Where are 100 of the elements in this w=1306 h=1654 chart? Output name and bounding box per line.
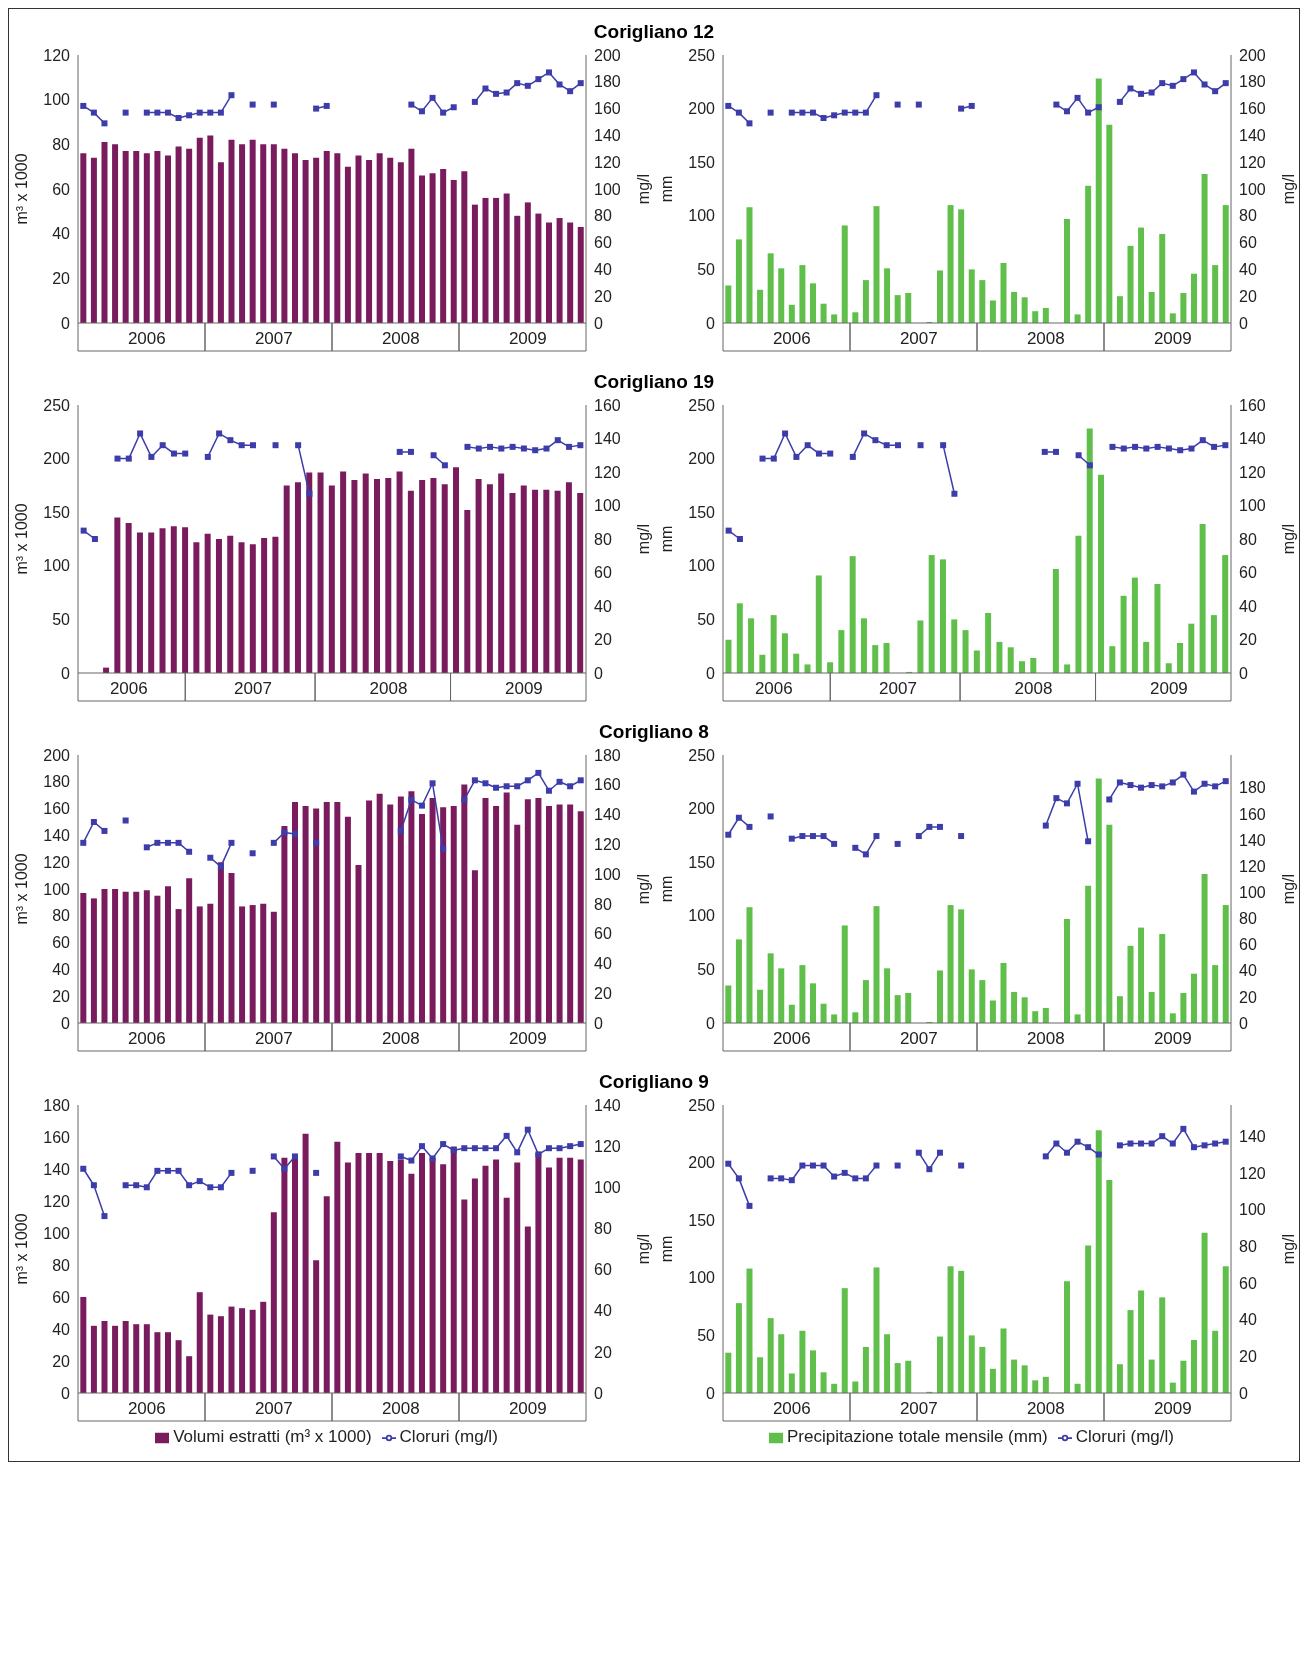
y-tick-label: 60 (51, 180, 70, 198)
text: Corigliano 9 (598, 1071, 710, 1093)
y2-tick-label: 60 (1238, 234, 1257, 252)
y2-axis-title: mg/l (1279, 173, 1297, 205)
y2-tick-label: 60 (593, 564, 612, 582)
y-axis-title: m³ x 1000 (12, 503, 30, 575)
y-tick-label: 0 (705, 314, 715, 332)
y-tick-label: 50 (696, 961, 715, 979)
y2-tick-label: 160 (1238, 805, 1266, 823)
y2-tick-label: 20 (1238, 988, 1257, 1006)
y2-tick-label: 100 (593, 865, 621, 883)
y-tick-label: 80 (51, 136, 70, 154)
y-tick-label: 180 (42, 773, 70, 791)
y-tick-label: 250 (687, 1096, 715, 1114)
legend-label: Volumi estratti (m³ x 1000) (173, 1427, 372, 1446)
y-tick-label: 150 (687, 503, 715, 521)
y2-tick-label: 40 (593, 955, 612, 973)
y2-tick-label: 120 (1238, 1164, 1266, 1182)
x-tick-label: 2006 (127, 329, 166, 348)
y2-tick-label: 180 (1238, 73, 1266, 91)
x-tick-label: 2008 (1026, 1399, 1065, 1418)
y2-tick-label: 40 (1238, 1311, 1257, 1329)
y2-tick-label: 120 (593, 153, 621, 171)
y2-axis-title: mg/l (1279, 873, 1297, 905)
y2-tick-label: 180 (593, 746, 621, 764)
y-tick-label: 200 (687, 800, 715, 818)
y2-tick-label: 60 (1238, 1274, 1257, 1292)
y-tick-label: 200 (687, 100, 715, 118)
y2-tick-label: 100 (1238, 497, 1266, 515)
y2-tick-label: 100 (1238, 883, 1266, 901)
y-tick-label: 150 (42, 503, 70, 521)
y-tick-label: 100 (687, 1269, 715, 1287)
x-tick-label: 2008 (1026, 1029, 1065, 1048)
y2-tick-label: 160 (593, 776, 621, 794)
x-tick-label: 2009 (1153, 1399, 1192, 1418)
y2-tick-label: 200 (1238, 46, 1266, 64)
y2-tick-label: 160 (1238, 100, 1266, 118)
y-tick-label: 150 (687, 1211, 715, 1229)
x-tick-label: 2006 (772, 1399, 811, 1418)
y-tick-label: 0 (705, 664, 715, 682)
x-tick-label: 2009 (1153, 1029, 1192, 1048)
y-tick-label: 100 (687, 907, 715, 925)
x-tick-label: 2007 (254, 1029, 293, 1048)
y2-tick-label: 20 (593, 287, 612, 305)
y-tick-label: 50 (696, 261, 715, 279)
y-tick-label: 0 (60, 664, 70, 682)
y-tick-label: 120 (42, 1192, 70, 1210)
y-tick-label: 60 (51, 934, 70, 952)
y-tick-label: 0 (60, 1384, 70, 1402)
x-tick-label: 2007 (254, 1399, 293, 1418)
y2-tick-label: 40 (593, 261, 612, 279)
y2-tick-label: 80 (1238, 530, 1257, 548)
y2-tick-label: 160 (593, 396, 621, 414)
y2-tick-label: 120 (593, 836, 621, 854)
legend-label: Cloruri (mg/l) (399, 1427, 498, 1446)
y2-tick-label: 0 (1238, 314, 1248, 332)
y2-tick-label: 60 (1238, 936, 1257, 954)
y-tick-label: 160 (42, 800, 70, 818)
y-tick-label: 100 (687, 557, 715, 575)
x-tick-label: 2006 (772, 329, 811, 348)
text: Corigliano 19 (592, 371, 716, 393)
y2-axis-title: mg/l (634, 1233, 652, 1265)
y2-axis-title: mg/l (634, 173, 652, 205)
y-tick-label: 200 (687, 450, 715, 468)
y-tick-label: 160 (42, 1128, 70, 1146)
y-tick-label: 120 (42, 853, 70, 871)
y2-tick-label: 140 (593, 430, 621, 448)
y2-tick-label: 40 (1238, 962, 1257, 980)
y-axis-title: mm (657, 175, 675, 203)
x-tick-label: 2006 (772, 1029, 811, 1048)
x-tick-label: 2007 (233, 679, 272, 698)
y-tick-label: 0 (60, 314, 70, 332)
y-tick-label: 200 (42, 450, 70, 468)
y-axis-title: mm (657, 875, 675, 903)
y-tick-label: 100 (42, 1224, 70, 1242)
y-tick-label: 140 (42, 1160, 70, 1178)
y2-tick-label: 160 (1238, 396, 1266, 414)
y-tick-label: 80 (51, 907, 70, 925)
x-tick-label: 2007 (899, 329, 938, 348)
y2-tick-label: 140 (1238, 1127, 1266, 1145)
y2-tick-label: 20 (1238, 631, 1257, 649)
x-tick-label: 2006 (754, 679, 793, 698)
y2-tick-label: 80 (593, 895, 612, 913)
x-tick-label: 2009 (1149, 679, 1188, 698)
y2-tick-label: 100 (1238, 1201, 1266, 1219)
y2-tick-label: 40 (1238, 261, 1257, 279)
y-tick-label: 60 (51, 1288, 70, 1306)
x-tick-label: 2009 (1153, 329, 1192, 348)
x-tick-label: 2007 (899, 1399, 938, 1418)
y-axis-title: m³ x 1000 (12, 853, 30, 925)
y2-tick-label: 100 (1238, 180, 1266, 198)
y-tick-label: 50 (696, 1327, 715, 1345)
y2-tick-label: 20 (1238, 1347, 1257, 1365)
y2-tick-label: 20 (1238, 287, 1257, 305)
y-tick-label: 250 (687, 396, 715, 414)
y2-tick-label: 140 (1238, 831, 1266, 849)
y-axis-title: mm (657, 1235, 675, 1263)
y-axis-title: m³ x 1000 (12, 1213, 30, 1285)
x-tick-label: 2006 (127, 1029, 166, 1048)
y-axis-title: mm (657, 525, 675, 553)
